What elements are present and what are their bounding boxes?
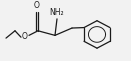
Text: NH₂: NH₂ bbox=[50, 8, 64, 17]
Text: O: O bbox=[22, 32, 28, 41]
Text: O: O bbox=[34, 1, 40, 10]
